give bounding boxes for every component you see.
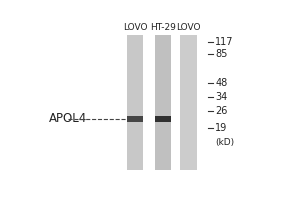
Text: (kD): (kD): [215, 138, 235, 147]
Bar: [155, 116, 171, 122]
Text: 26: 26: [215, 106, 228, 116]
Text: 117: 117: [215, 37, 234, 47]
Text: 19: 19: [215, 123, 228, 133]
Bar: [127, 116, 143, 122]
Bar: [181, 35, 197, 170]
Text: 85: 85: [215, 49, 228, 59]
Text: LOVO: LOVO: [123, 23, 147, 32]
Bar: [155, 35, 171, 170]
Text: APOL4: APOL4: [49, 112, 87, 125]
Text: LOVO: LOVO: [176, 23, 201, 32]
Text: 34: 34: [215, 92, 228, 102]
Text: 48: 48: [215, 78, 228, 88]
Bar: [127, 35, 143, 170]
Text: HT-29: HT-29: [150, 23, 176, 32]
